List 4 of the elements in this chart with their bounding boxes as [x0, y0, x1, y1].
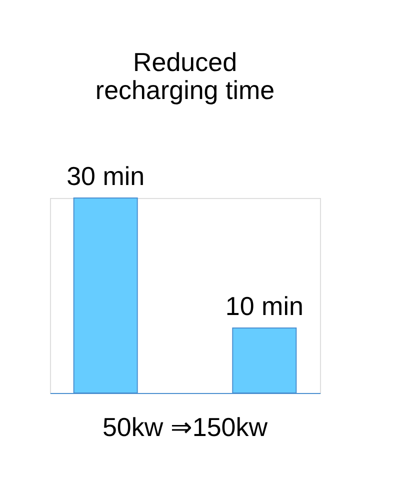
data-label: 30 min: [66, 161, 145, 191]
text: 50kw ⇒150kw: [102, 412, 268, 442]
chart-title: Reduced recharging time: [95, 47, 275, 105]
data-label: 10 min: [225, 291, 304, 321]
